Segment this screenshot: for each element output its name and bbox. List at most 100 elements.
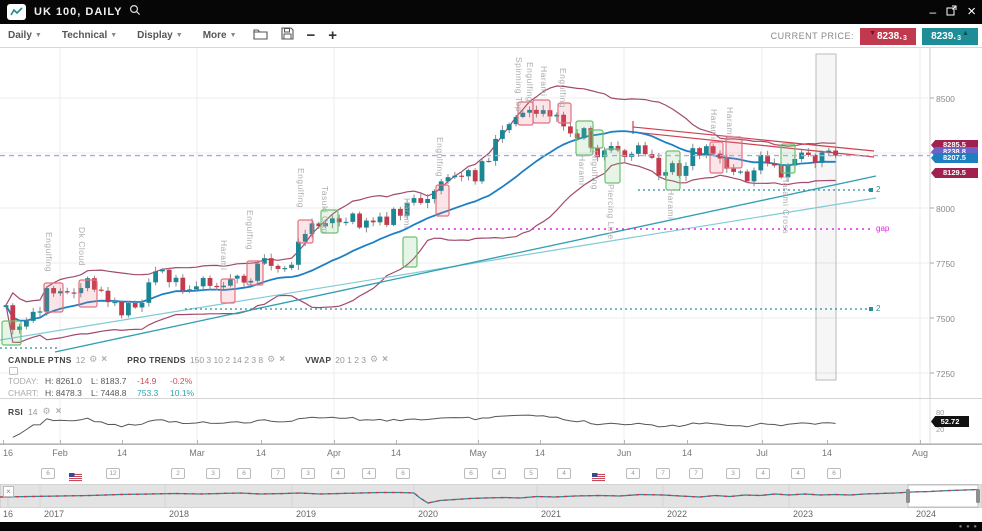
calendar-event-icon[interactable]: 7 (656, 468, 670, 479)
pattern-box-engulfing[interactable] (435, 184, 450, 217)
candle (370, 220, 376, 223)
pattern-label: Engulfing (44, 232, 54, 272)
calendar-event-icon[interactable]: 2 (171, 468, 185, 479)
navigator-selection (907, 484, 979, 508)
annotation-label-2: 2 (876, 304, 881, 313)
navigator-close-icon[interactable]: × (3, 486, 14, 497)
pattern-label: Harami (402, 198, 412, 229)
settings-gear-icon[interactable]: ⚙ (267, 354, 276, 365)
annotation-label-gap: gap (876, 224, 890, 233)
calendar-event-icon[interactable]: 4 (626, 468, 640, 479)
calendar-event-icon[interactable]: 4 (362, 468, 376, 479)
candle (289, 264, 294, 269)
pattern-box-unlabeled[interactable] (1, 320, 22, 346)
pattern-box-engulfing[interactable] (588, 129, 604, 149)
menu-label: More (202, 30, 227, 41)
calendar-event-icon[interactable]: 3 (301, 468, 315, 479)
pattern-box-dk-cloud[interactable] (78, 279, 98, 308)
candle (615, 145, 621, 151)
calendar-event-icon[interactable]: 3 (206, 468, 220, 479)
candle (126, 303, 131, 316)
minimize-button[interactable]: – (929, 5, 937, 19)
pattern-box-harami[interactable] (725, 136, 743, 169)
wedge-upper-line (632, 126, 875, 152)
menu-technical[interactable]: Technical ▼ (62, 30, 117, 41)
resize-grip[interactable]: ● ● ● (958, 524, 978, 530)
candle (92, 278, 97, 290)
candle (377, 216, 383, 223)
menu-daily[interactable]: Daily ▼ (8, 30, 42, 41)
candle (595, 147, 600, 158)
calendar-event-icon[interactable]: 4 (756, 468, 770, 479)
pattern-box-engulfing[interactable] (297, 219, 314, 244)
candle (527, 109, 532, 113)
pattern-box-tasuki-gap[interactable] (320, 209, 339, 234)
remove-study-icon[interactable]: × (279, 354, 286, 365)
buy-price-button[interactable]: 8239. 3 ▲ (922, 27, 978, 45)
pattern-box-engulfing[interactable] (246, 260, 264, 286)
rsi-period: 14 (28, 406, 38, 417)
calendar-event-icon[interactable]: 3 (726, 468, 740, 479)
menu-display[interactable]: Display ▼ (137, 30, 183, 41)
candle (248, 280, 254, 283)
time-tick-label: 14 (255, 448, 267, 458)
pattern-box-harami[interactable] (402, 236, 418, 268)
close-button[interactable]: × (967, 3, 976, 20)
year-label: 16 (2, 509, 14, 519)
calendar-event-icon[interactable]: 12 (106, 468, 120, 479)
calendar-event-icon[interactable]: 7 (271, 468, 285, 479)
navigator-svg (0, 483, 982, 509)
pattern-box-harami[interactable] (665, 150, 681, 191)
rsi-remove-icon[interactable]: × (55, 406, 62, 417)
zoom-out-button[interactable]: − (306, 26, 316, 44)
range-navigator[interactable]: × (0, 483, 982, 509)
menu-more[interactable]: More ▼ (203, 30, 237, 41)
calendar-event-icon[interactable]: 6 (396, 468, 410, 479)
candle (425, 198, 430, 203)
pattern-box-engulfing[interactable] (43, 282, 64, 313)
calendar-event-icon[interactable]: 6 (237, 468, 251, 479)
calendar-event-icon[interactable]: 4 (557, 468, 571, 479)
clipboard-icon[interactable] (9, 367, 18, 375)
main-chart[interactable]: Engulfing Dk Cloud Harami Engulfing Engulfin… (0, 48, 982, 398)
search-icon[interactable] (129, 3, 141, 21)
time-tick-label: May (469, 448, 487, 458)
calendar-event-icon[interactable]: 6 (41, 468, 55, 479)
navigator-handle-right[interactable] (976, 489, 980, 503)
remove-study-icon[interactable]: × (382, 354, 388, 365)
navigator-handle-left[interactable] (906, 489, 910, 503)
calendar-event-icon[interactable]: 6 (827, 468, 841, 479)
today-pct: -0.2% (170, 376, 193, 386)
candle (513, 116, 519, 125)
popout-icon[interactable] (946, 0, 957, 24)
pattern-box-harami[interactable] (220, 278, 236, 304)
pattern-label: Harami Cross (781, 176, 791, 234)
pattern-box-piercing-line[interactable] (604, 148, 621, 184)
pattern-box-engulfing[interactable] (557, 102, 572, 124)
pattern-box-harami[interactable] (709, 141, 724, 174)
calendar-event-icon[interactable]: 4 (492, 468, 506, 479)
calendar-event-icon[interactable]: 4 (331, 468, 345, 479)
rsi-settings-gear-icon[interactable]: ⚙ (42, 406, 51, 417)
calendar-event-icon[interactable]: 6 (464, 468, 478, 479)
settings-gear-icon[interactable]: ⚙ (89, 354, 98, 365)
year-label: 2021 (540, 509, 562, 519)
us-flag-icon[interactable] (591, 469, 606, 487)
time-axis[interactable]: 16 Feb 14 Mar 14 Apr 14 May 14 Jun 14 Jul 14 Aug (0, 440, 982, 462)
sell-price-button[interactable]: ▼ 8238. 3 (860, 27, 916, 45)
calendar-event-icon[interactable]: 5 (524, 468, 538, 479)
remove-study-icon[interactable]: × (101, 354, 108, 365)
save-icon[interactable] (280, 26, 294, 45)
candle (234, 275, 240, 279)
candle (44, 288, 50, 312)
zoom-in-button[interactable]: + (328, 26, 338, 44)
settings-gear-icon[interactable]: ⚙ (370, 354, 379, 365)
open-folder-icon[interactable] (252, 27, 268, 45)
rsi-panel[interactable]: RSI 14 ⚙ × 80 20 52.72 (0, 398, 982, 444)
navigator-series-down (0, 488, 979, 504)
calendar-event-icon[interactable]: 4 (791, 468, 805, 479)
price-tick-label: 7750 (936, 259, 955, 269)
pattern-box-engulfing[interactable] (532, 99, 551, 124)
calendar-event-icon[interactable]: 7 (689, 468, 703, 479)
pattern-box-harami-cross[interactable] (780, 143, 796, 174)
